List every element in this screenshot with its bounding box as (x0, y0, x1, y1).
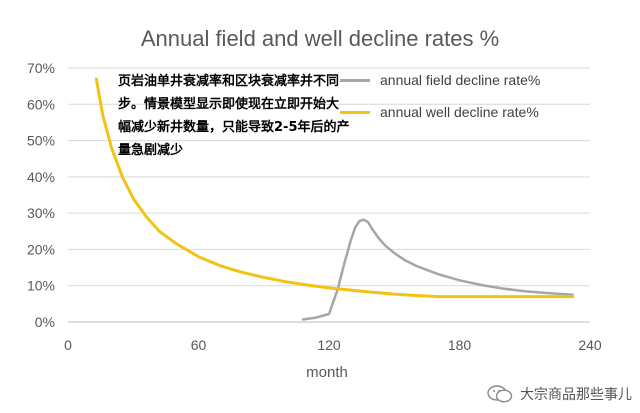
x-tick-label: 60 (191, 337, 207, 353)
y-tick-label: 70% (27, 60, 55, 76)
x-tick-label: 240 (578, 337, 602, 353)
chart-title: Annual field and well decline rates % (140, 26, 500, 51)
watermark: 大宗商品那些事儿 (486, 384, 632, 404)
legend-swatch-well (340, 110, 370, 114)
y-tick-label: 20% (27, 241, 55, 257)
legend-swatch-field (340, 78, 370, 82)
x-axis-label: month (306, 364, 348, 381)
y-tick-label: 60% (27, 96, 55, 112)
legend-label-well: annual well decline rate% (380, 104, 539, 120)
series-line-well (94, 77, 575, 299)
x-tick-label: 0 (64, 337, 72, 353)
x-tick-label: 120 (317, 337, 341, 353)
legend-item-field: annual field decline rate% (340, 71, 540, 89)
x-tick-label: 180 (448, 337, 472, 353)
y-tick-label: 30% (27, 205, 55, 221)
watermark-text: 大宗商品那些事儿 (520, 387, 632, 403)
y-tick-label: 50% (27, 133, 55, 149)
chart-annotation: 页岩油单井衰减率和区块衰减率并不同步。情景模型显示即使现在立即开始大幅减少新井数… (118, 74, 350, 158)
y-tick-label: 40% (27, 169, 55, 185)
y-tick-label: 10% (27, 278, 55, 294)
wechat-icon (487, 385, 513, 403)
series-line-field (301, 218, 574, 321)
y-tick-label: 0% (35, 314, 55, 330)
legend-label-field: annual field decline rate% (380, 72, 541, 88)
legend-item-well: annual well decline rate% (340, 103, 539, 121)
